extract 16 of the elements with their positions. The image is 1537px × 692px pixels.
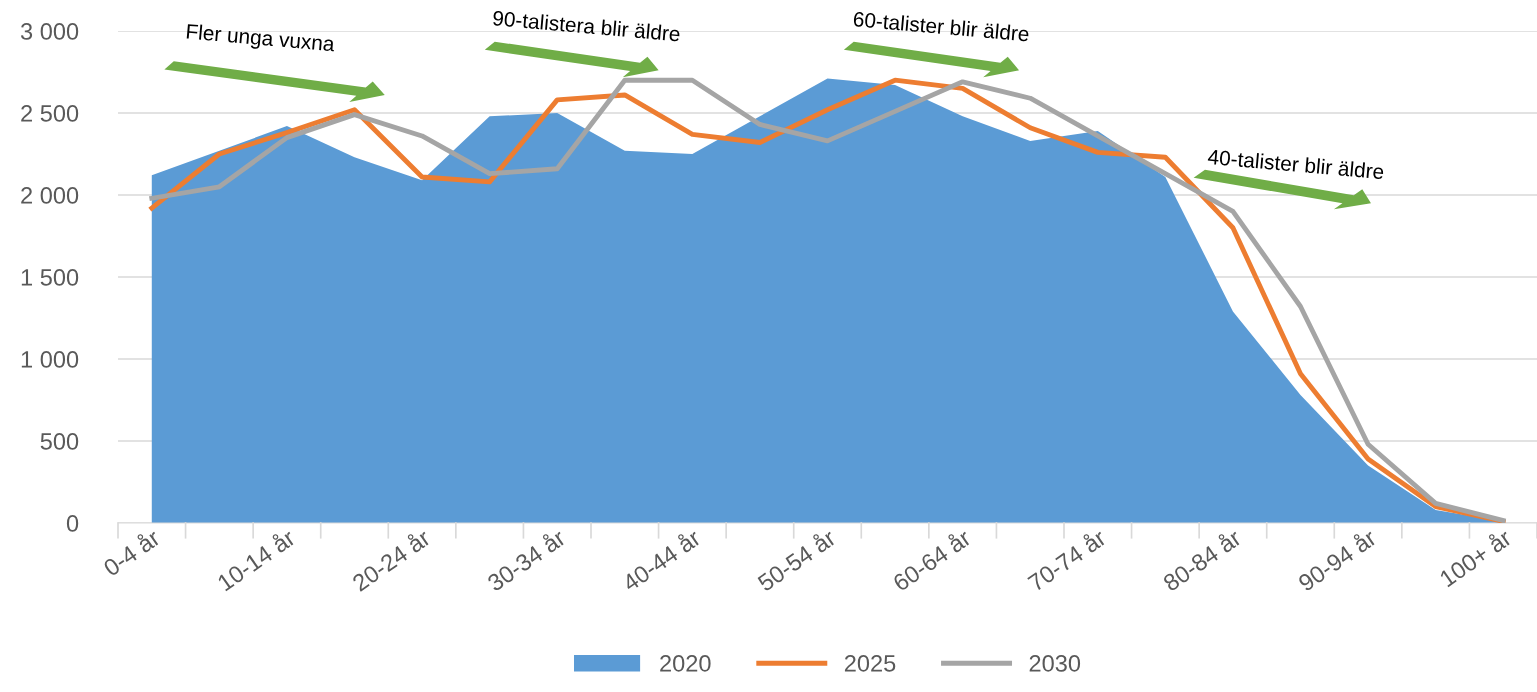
y-tick-label: 0 <box>66 515 79 532</box>
annotation: 60-talister blir äldre <box>853 11 1030 42</box>
x-tick-label: 100+ år <box>1437 526 1513 588</box>
annotation: 40-talister blir äldre <box>1207 148 1384 180</box>
annotation: Fler unga vuxna <box>186 23 336 56</box>
y-tick-label: 2 500 <box>21 105 79 122</box>
y-tick-label: 1 000 <box>21 351 79 368</box>
legend-label: 2020 <box>660 655 711 672</box>
legend-label: 2025 <box>844 655 896 672</box>
y-tick-label: 2 000 <box>21 187 79 204</box>
annotation: 90-talistera blir äldre <box>492 10 681 42</box>
y-tick-label: 3 000 <box>20 23 79 40</box>
x-tick-label: 0-4 år <box>100 526 162 577</box>
y-tick-label: 1 500 <box>21 269 79 286</box>
y-tick-label: 500 <box>40 433 79 450</box>
legend-label: 2030 <box>1029 655 1081 672</box>
